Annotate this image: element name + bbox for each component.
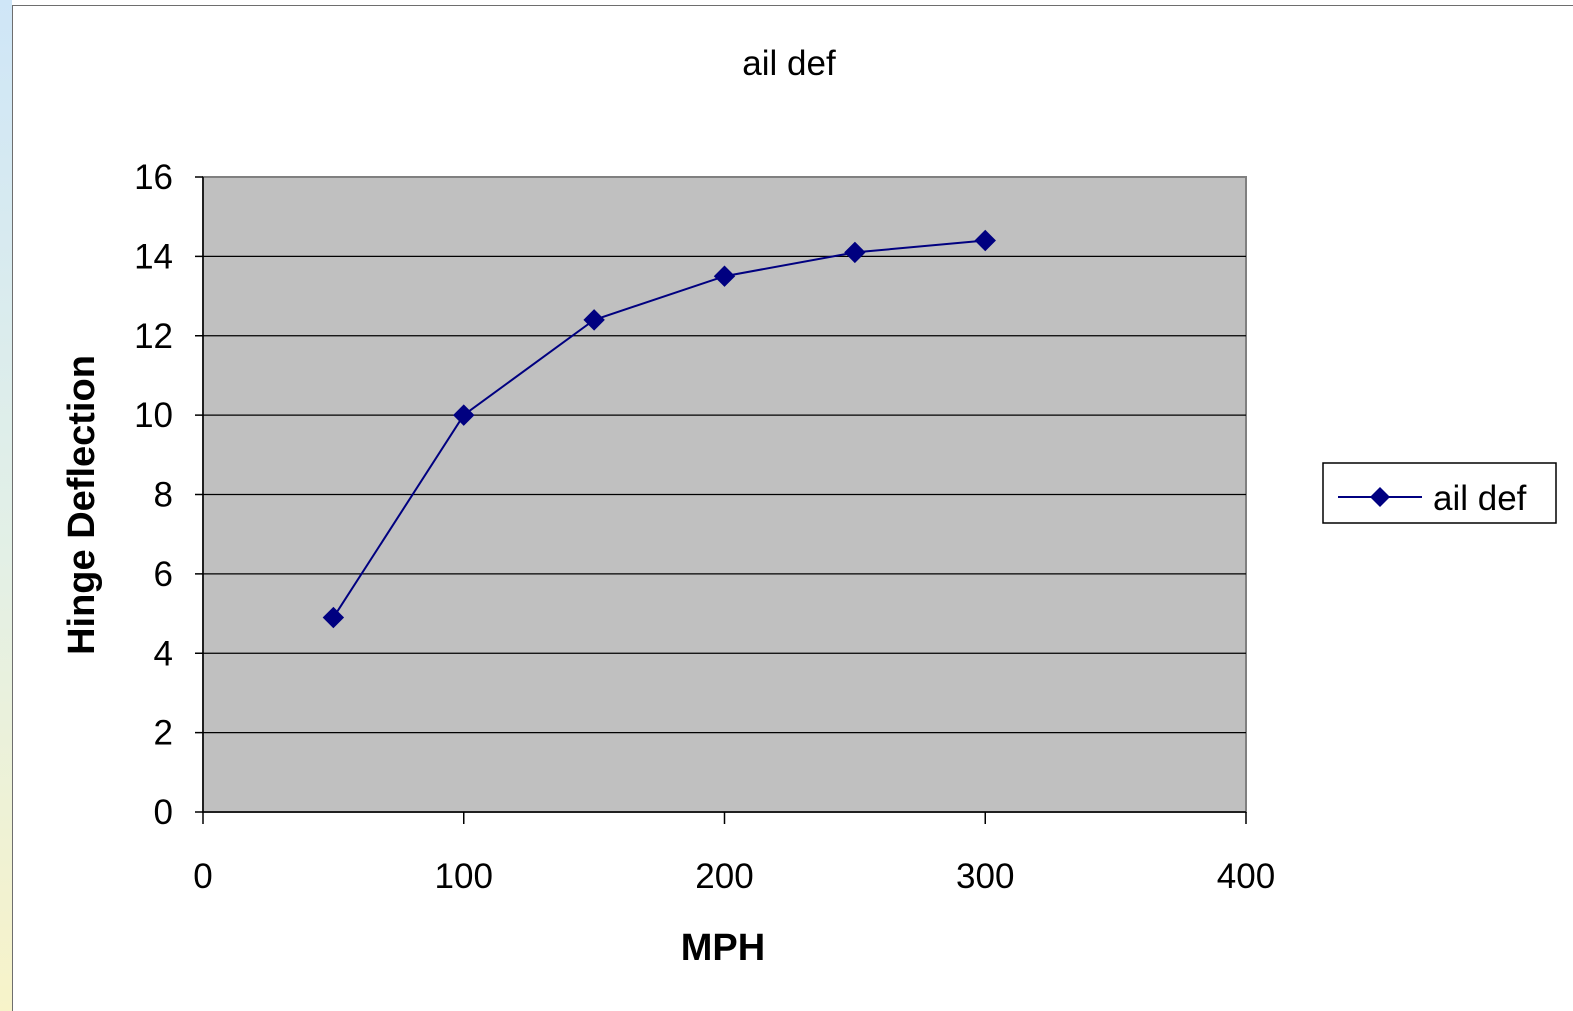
- series-group: [322, 229, 996, 629]
- x-tick-label-100: 100: [435, 857, 493, 896]
- y-tick-label-16: 16: [134, 158, 173, 197]
- gridlines: [203, 255, 1246, 734]
- x-tick-label-0: 0: [193, 857, 212, 896]
- data-point-100: [453, 404, 475, 426]
- y-tick-label-0: 0: [154, 793, 173, 832]
- y-tick-label-10: 10: [134, 396, 173, 435]
- y-tick-label-4: 4: [154, 634, 173, 673]
- series-line-0: [332, 239, 986, 619]
- slide-edge-strip: [0, 0, 12, 1011]
- chart-title: ail def: [742, 44, 836, 83]
- legend-label: ail def: [1433, 479, 1527, 518]
- y-tick-label-2: 2: [154, 714, 173, 753]
- data-point-200: [713, 265, 736, 287]
- y-tick-label-8: 8: [154, 476, 173, 515]
- data-point-150: [583, 309, 605, 331]
- y-axis-title: Hinge Deflection: [61, 355, 103, 655]
- y-tick-labels: 0 2 4 6 8 10 12 14 16: [134, 158, 173, 832]
- legend-diamond-marker: [1370, 487, 1390, 507]
- legend-box: [1322, 462, 1557, 524]
- x-tick-label-400: 400: [1217, 857, 1275, 896]
- y-tick-label-12: 12: [134, 317, 173, 356]
- x-axis-title: MPH: [681, 927, 765, 969]
- x-tick-label-200: 200: [695, 857, 753, 896]
- x-tick-labels: 0 100 200 300 400: [193, 857, 1275, 896]
- y-tick-label-14: 14: [134, 237, 173, 276]
- data-point-300: [974, 229, 996, 252]
- data-point-50: [322, 606, 345, 629]
- legend: ail def: [1322, 462, 1557, 524]
- data-point-250: [844, 241, 866, 264]
- axes: [195, 176, 1247, 824]
- y-tick-label-6: 6: [154, 555, 173, 594]
- x-tick-label-300: 300: [956, 857, 1014, 896]
